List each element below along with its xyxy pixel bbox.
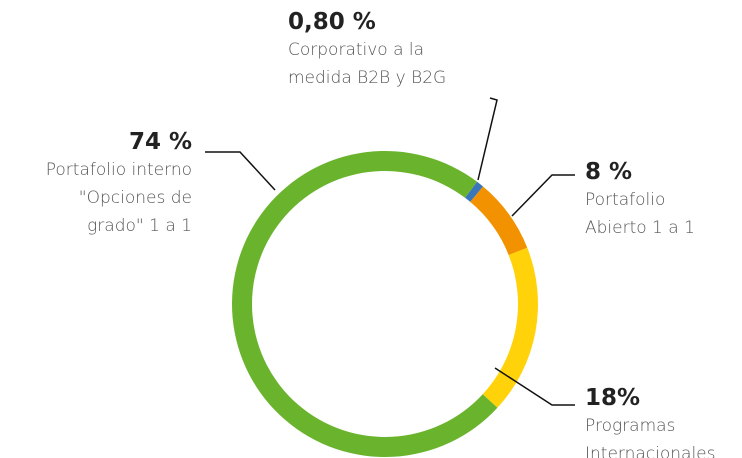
slice-label: 8 % Portafolio Abierto 1 a 1 — [585, 158, 695, 242]
value-label: 74 % — [128, 129, 192, 155]
category-label: Programas Internacionales — [585, 416, 716, 458]
donut-segment — [470, 186, 528, 256]
category-label: Portafolio Abierto 1 a 1 — [585, 190, 695, 238]
value-label: 18% — [585, 385, 641, 411]
leader-line — [511, 174, 575, 217]
value-label: 0,80 % — [288, 9, 376, 35]
category-label: Corporativo a la medida B2B y B2G — [288, 40, 447, 88]
slice-label: 74 % Portafolio interno "Opciones de grad… — [46, 128, 192, 240]
leader-line — [205, 151, 276, 191]
slice-label: 18% Programas Internacionales — [585, 384, 716, 458]
donut-segment — [231, 151, 498, 457]
slice-label: 0,80 % Corporativo a la medida B2B y B2G — [288, 8, 446, 92]
value-label: 8 % — [585, 159, 633, 185]
donut-segment — [482, 247, 538, 408]
category-label: Portafolio interno "Opciones de grado" 1… — [45, 160, 192, 236]
leader-line — [494, 367, 575, 406]
donut-segment — [465, 181, 484, 202]
leader-line — [477, 97, 498, 181]
